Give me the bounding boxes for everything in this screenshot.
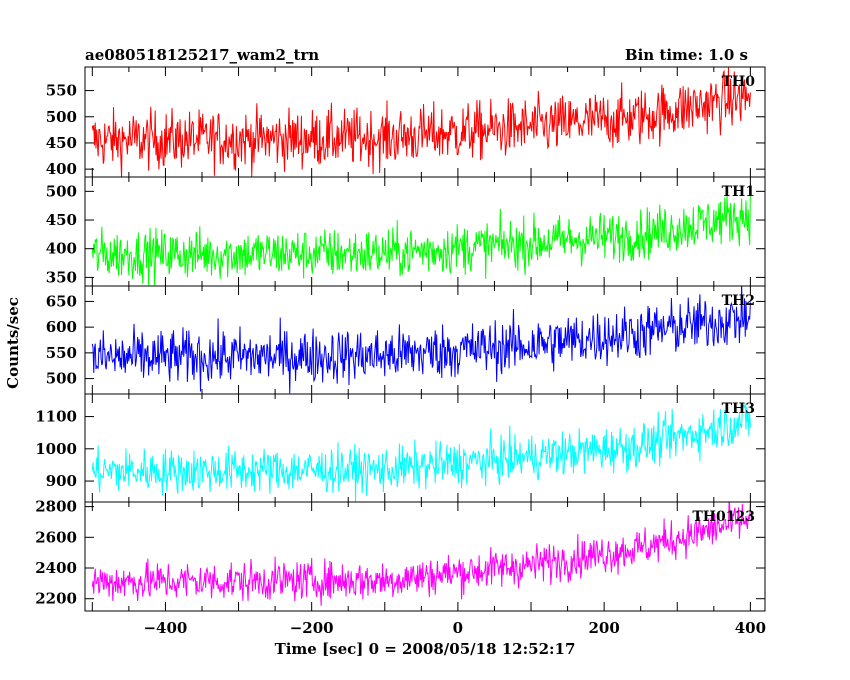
x-tick-label: −400	[143, 619, 187, 637]
y-tick-label: 1100	[35, 408, 77, 426]
y-tick-label: 350	[46, 268, 77, 286]
y-tick-label: 450	[46, 211, 77, 229]
y-tick-label: 400	[46, 240, 77, 258]
y-tick-label: 500	[46, 108, 77, 126]
header-observation-id: ae080518125217_wam2_trn	[85, 46, 319, 64]
panel-label-th0: TH0	[722, 74, 756, 90]
y-tick-label: 550	[46, 344, 77, 362]
series-line-th1	[91, 193, 751, 286]
panel-label-th2: TH2	[722, 293, 755, 309]
series-line-th0123	[91, 502, 751, 606]
x-tick-label: −200	[290, 619, 334, 637]
y-tick-label: 2800	[35, 498, 77, 516]
series-line-th2	[91, 286, 751, 394]
y-tick-label: 600	[46, 318, 77, 336]
y-tick-label: 1000	[35, 440, 77, 458]
header-bin-time: Bin time: 1.0 s	[625, 46, 748, 64]
panel-label-th0123: TH0123	[692, 509, 755, 525]
panels-group: 400 450 500 550 TH0 350 400 450 500 TH1 500 550 600 6…	[35, 66, 766, 637]
y-tick-label: 2200	[35, 590, 77, 608]
y-tick-label: 450	[46, 134, 77, 152]
y-axis-title: Counts/sec	[4, 297, 22, 389]
y-tick-label: 650	[46, 292, 77, 310]
x-axis-title: Time [sec] 0 = 2008/05/18 12:52:17	[275, 640, 576, 658]
y-tick-label: 2600	[35, 528, 77, 546]
y-tick-label: 500	[46, 370, 77, 388]
panel-frame-th3	[84, 393, 766, 503]
series-line-th0	[91, 67, 751, 177]
panel-label-th3: TH3	[722, 401, 755, 417]
panel-frame-th0	[84, 66, 766, 178]
series-line-th3	[91, 403, 751, 502]
x-tick-label: 400	[735, 619, 766, 637]
panel-label-th1: TH1	[722, 184, 755, 200]
x-tick-label: 200	[588, 619, 619, 637]
y-tick-label: 500	[46, 182, 77, 200]
y-tick-label: 400	[46, 160, 77, 178]
x-tick-label: 0	[453, 619, 463, 637]
y-tick-label: 900	[46, 472, 77, 490]
y-tick-label: 2400	[35, 559, 77, 577]
y-tick-label: 550	[46, 82, 77, 100]
panel-frame-th0123	[84, 501, 766, 612]
